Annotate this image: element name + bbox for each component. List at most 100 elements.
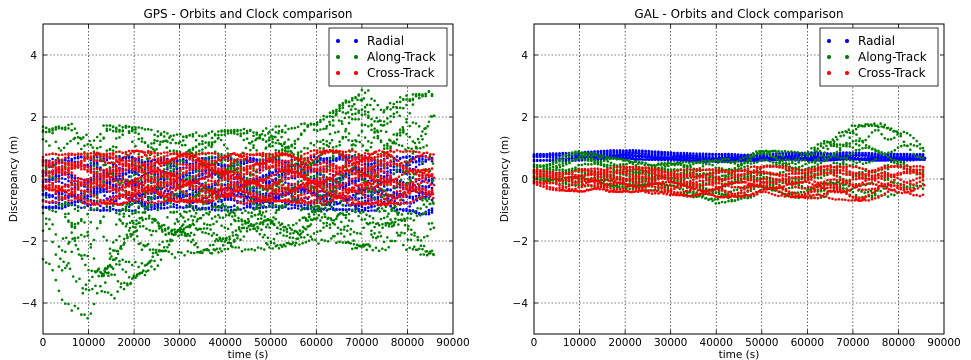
data-point: [186, 250, 190, 253]
data-point: [102, 124, 105, 127]
data-point: [318, 147, 322, 150]
data-point: [129, 281, 132, 285]
data-point: [345, 210, 349, 213]
data-point: [367, 194, 370, 198]
data-point: [430, 198, 434, 202]
data-point: [227, 213, 231, 217]
data-point: [344, 130, 347, 133]
data-point: [395, 169, 399, 172]
data-point: [91, 275, 94, 279]
data-point: [250, 211, 253, 214]
data-point: [392, 165, 396, 169]
data-point: [418, 160, 421, 163]
data-point: [80, 313, 83, 316]
data-point: [354, 196, 357, 199]
data-point: [367, 125, 370, 128]
data-point: [363, 113, 367, 116]
data-point: [151, 251, 155, 255]
data-point: [83, 253, 86, 257]
data-point: [221, 216, 225, 219]
data-point: [320, 216, 324, 219]
data-point: [317, 209, 320, 213]
data-point: [236, 133, 239, 136]
data-point: [261, 222, 265, 226]
data-point: [242, 132, 246, 135]
data-point: [162, 223, 166, 227]
data-point: [182, 227, 186, 230]
data-point: [147, 195, 151, 199]
data-point: [431, 162, 435, 165]
data-point: [207, 207, 211, 211]
data-point: [82, 136, 85, 139]
data-point: [80, 233, 83, 237]
data-point: [299, 232, 303, 235]
data-point: [204, 208, 207, 211]
data-point: [386, 236, 389, 239]
data-point: [131, 155, 134, 159]
data-point: [266, 236, 270, 239]
data-point: [362, 245, 365, 248]
data-point: [415, 197, 419, 200]
data-point: [182, 230, 185, 233]
data-point: [175, 206, 179, 210]
data-point: [115, 263, 118, 266]
data-point: [213, 133, 217, 137]
data-point: [70, 203, 73, 207]
data-point: [131, 277, 134, 280]
data-point: [204, 141, 207, 144]
data-point: [331, 234, 335, 238]
data-point: [255, 158, 258, 162]
data-point: [73, 304, 77, 308]
data-point: [194, 145, 198, 149]
data-point: [205, 227, 209, 230]
data-point: [194, 131, 198, 134]
data-point: [54, 278, 58, 282]
data-point: [399, 178, 403, 182]
data-point: [293, 206, 297, 209]
data-point: [362, 226, 365, 230]
data-point: [373, 120, 376, 123]
data-point: [339, 173, 342, 177]
data-point: [392, 105, 395, 109]
data-point: [358, 211, 362, 214]
data-point: [146, 208, 150, 211]
data-point: [196, 217, 200, 221]
data-point: [320, 210, 323, 213]
data-point: [67, 127, 70, 130]
data-point: [140, 200, 144, 204]
data-point: [395, 106, 399, 110]
data-point: [303, 122, 306, 125]
data-point: [48, 262, 51, 266]
data-point: [62, 260, 65, 264]
data-point: [393, 239, 397, 243]
data-point: [249, 204, 252, 208]
data-point: [119, 209, 122, 213]
data-point: [360, 98, 364, 102]
data-point: [367, 116, 370, 119]
data-point: [150, 175, 153, 179]
data-point: [395, 155, 399, 158]
data-point: [170, 252, 174, 256]
data-point: [60, 249, 64, 252]
data-point: [44, 140, 48, 143]
data-point: [60, 192, 64, 196]
data-point: [325, 127, 328, 130]
data-point: [354, 107, 357, 111]
data-point: [240, 211, 244, 215]
data-point: [350, 208, 354, 212]
data-point: [340, 120, 343, 123]
data-point: [95, 190, 99, 193]
data-point: [277, 186, 281, 189]
data-point: [274, 194, 278, 198]
data-point: [108, 148, 112, 152]
data-point: [112, 195, 115, 199]
data-point: [64, 302, 67, 305]
data-point: [87, 288, 91, 292]
data-point: [218, 216, 222, 219]
data-point: [106, 198, 109, 202]
data-point: [44, 130, 48, 134]
data-point: [287, 182, 290, 185]
data-point: [210, 208, 214, 211]
data-point: [156, 221, 160, 224]
data-point: [268, 169, 271, 172]
